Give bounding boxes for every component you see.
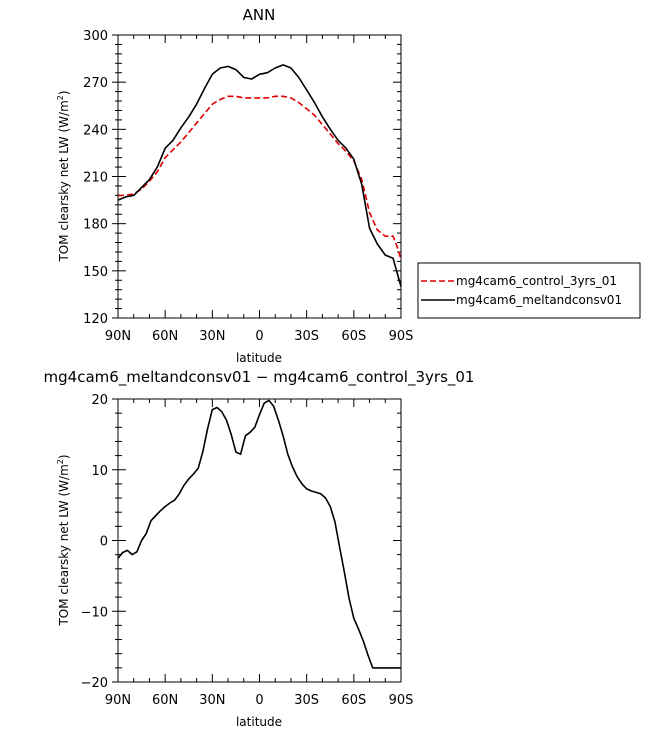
legend-label-control: mg4cam6_control_3yrs_01 <box>456 274 617 288</box>
bottom-y-tick-label: 20 <box>91 393 108 408</box>
top-x-axis-title: latitude <box>236 351 282 365</box>
bottom-y-tick-label: 10 <box>91 464 108 479</box>
bottom-series-line-difference <box>117 399 401 669</box>
bottom-chart-title: mg4cam6_meltandconsv01 − mg4cam6_control… <box>44 368 475 387</box>
top-y-tick-label: 270 <box>83 76 108 91</box>
top-series-line-mg4cam6-control-3yrs-01 <box>118 95 402 261</box>
bottom-x-tick-label: 0 <box>255 693 263 708</box>
bottom-x-tick-label: 90N <box>105 693 131 708</box>
bottom-tick-labels: 90N 60N 30N 0 30S 60S 90S −20 −10 0 10 20 <box>81 393 414 708</box>
bottom-x-axis-title: latitude <box>236 715 282 729</box>
panel-top-chart: ANN 90N 60N 30N 0 30S 60S 90S 120 150 180 210 240 27… <box>56 6 413 365</box>
top-x-tick-label: 60N <box>152 329 178 344</box>
bottom-y-tick-label: −20 <box>81 676 108 691</box>
top-x-tick-label: 30S <box>294 329 319 344</box>
bottom-x-tick-label: 60S <box>341 693 366 708</box>
top-axis-ticks <box>112 34 402 319</box>
bottom-axis-ticks <box>112 398 402 683</box>
top-x-tick-label: 90N <box>105 329 131 344</box>
top-series-group <box>117 64 402 287</box>
bottom-x-tick-label: 30N <box>199 693 225 708</box>
top-x-tick-label: 0 <box>255 329 263 344</box>
top-y-tick-label: 120 <box>83 312 108 327</box>
bottom-x-tick-label: 90S <box>389 693 414 708</box>
top-y-tick-label: 240 <box>83 123 108 138</box>
legend: mg4cam6_control_3yrs_01 mg4cam6_meltandc… <box>417 262 641 319</box>
top-series-line-mg4cam6-meltandconsv01 <box>117 64 402 287</box>
top-y-tick-label: 150 <box>83 265 108 280</box>
bottom-y-tick-label: −10 <box>81 605 108 620</box>
bottom-plot-frame <box>117 398 402 683</box>
bottom-series-group <box>117 399 401 669</box>
top-plot-frame <box>117 34 402 319</box>
top-x-tick-label: 60S <box>341 329 366 344</box>
bottom-y-axis-title: TOM clearsky net LW (W/m2) <box>56 454 71 626</box>
panel-bottom-chart: mg4cam6_meltandconsv01 − mg4cam6_control… <box>44 368 475 729</box>
bottom-x-tick-label: 60N <box>152 693 178 708</box>
top-y-tick-label: 180 <box>83 218 108 233</box>
top-y-tick-label: 210 <box>83 171 108 186</box>
bottom-y-tick-label: 0 <box>100 535 108 550</box>
top-x-tick-label: 30N <box>199 329 225 344</box>
top-tick-labels: 90N 60N 30N 0 30S 60S 90S 120 150 180 210 240 270 300 <box>83 29 413 344</box>
legend-box <box>417 262 641 319</box>
top-chart-title: ANN <box>243 6 276 24</box>
legend-label-meltandconsv: mg4cam6_meltandconsv01 <box>456 293 622 307</box>
top-y-tick-label: 300 <box>83 29 108 44</box>
top-x-tick-label: 90S <box>389 329 414 344</box>
bottom-x-tick-label: 30S <box>294 693 319 708</box>
top-y-axis-title: TOM clearsky net LW (W/m2) <box>56 90 71 262</box>
